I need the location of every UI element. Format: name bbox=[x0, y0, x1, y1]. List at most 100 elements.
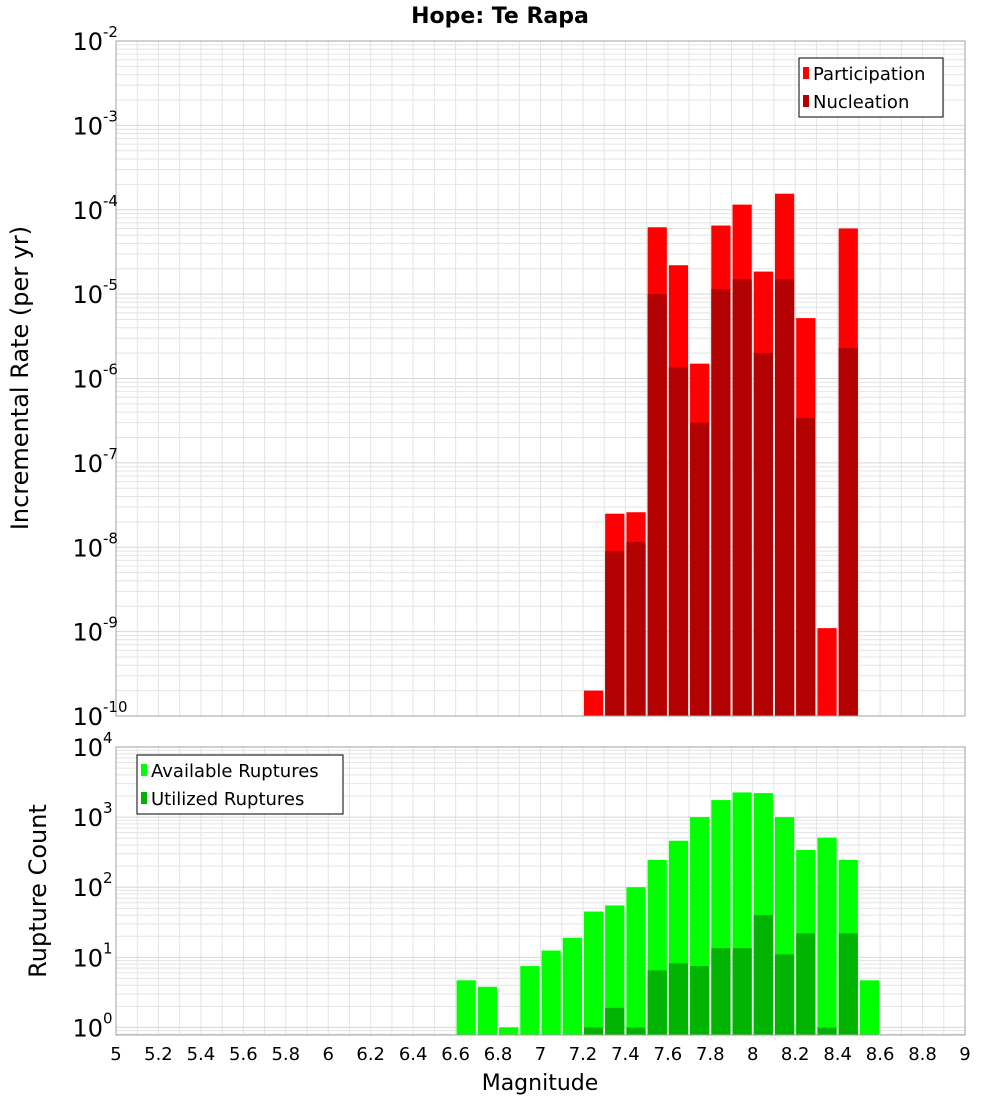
top-gridlines bbox=[115, 40, 966, 717]
available-rupture-bar bbox=[541, 950, 561, 1035]
x-tick-label: 5.8 bbox=[271, 1044, 300, 1065]
x-tick-label: 6.8 bbox=[484, 1044, 513, 1065]
x-tick-label: 5.6 bbox=[229, 1044, 258, 1065]
utilized-rupture-bar bbox=[583, 1027, 604, 1035]
y-tick-exponent: -2 bbox=[103, 23, 118, 41]
x-tick-label: 7 bbox=[535, 1044, 546, 1065]
y-tick-label: 10 bbox=[72, 450, 103, 478]
x-tick-label: 5 bbox=[110, 1044, 121, 1065]
x-tick-label: 5.4 bbox=[187, 1044, 216, 1065]
participation-legend-label: Participation bbox=[813, 64, 925, 85]
top-plot-frame bbox=[115, 40, 966, 717]
utilized-rupture-bar bbox=[753, 915, 773, 1035]
nucleation-bar bbox=[774, 279, 795, 716]
utilized-legend-swatch bbox=[141, 792, 147, 804]
nucleation-bar bbox=[605, 551, 625, 716]
x-tick-labels: 5 5.2 5.4 5.6 5.8 6 6.2 6.4 6.6 6.8 7 7.2 7.4 7.6 7.8 8… bbox=[110, 1044, 970, 1065]
x-tick-label: 8.4 bbox=[823, 1044, 852, 1065]
y-tick-exponent: -10 bbox=[103, 698, 128, 716]
utilized-legend-label: Utilized Ruptures bbox=[151, 789, 304, 810]
top-y-axis-label: Incremental Rate (per yr) bbox=[6, 226, 34, 530]
available-rupture-bar bbox=[562, 937, 582, 1035]
y-tick-exponent: -7 bbox=[103, 445, 118, 463]
x-tick-label: 6.4 bbox=[399, 1044, 428, 1065]
y-tick-label: 10 bbox=[72, 281, 103, 309]
y-tick-label: 10 bbox=[72, 734, 103, 762]
top-bars bbox=[583, 193, 858, 717]
utilized-rupture-bar bbox=[690, 966, 710, 1035]
y-tick-label: 10 bbox=[72, 703, 103, 731]
y-tick-label: 10 bbox=[72, 28, 103, 56]
utilized-rupture-bar bbox=[774, 954, 795, 1035]
x-tick-label: 5.2 bbox=[144, 1044, 173, 1065]
available-rupture-bar bbox=[477, 986, 498, 1035]
y-tick-exponent: 1 bbox=[103, 939, 113, 957]
available-legend-label: Available Ruptures bbox=[151, 761, 319, 782]
x-tick-label: 7.2 bbox=[569, 1044, 598, 1065]
bottom-bars bbox=[456, 792, 880, 1035]
y-tick-exponent: -9 bbox=[103, 614, 118, 632]
utilized-rupture-bar bbox=[817, 1027, 837, 1035]
participation-legend-swatch bbox=[803, 67, 809, 79]
participation-bar bbox=[583, 690, 604, 716]
nucleation-bar bbox=[711, 289, 731, 716]
utilized-rupture-bar bbox=[626, 1027, 646, 1035]
x-tick-label: 9 bbox=[959, 1044, 970, 1065]
bottom-legend: Available Ruptures Utilized Ruptures bbox=[136, 754, 344, 815]
nucleation-bar bbox=[796, 418, 816, 716]
x-tick-label: 6.6 bbox=[441, 1044, 470, 1065]
available-legend-swatch bbox=[141, 764, 147, 776]
available-rupture-bar bbox=[583, 911, 604, 1035]
y-tick-label: 10 bbox=[72, 1014, 103, 1042]
utilized-rupture-bar bbox=[647, 970, 667, 1035]
available-rupture-bar bbox=[520, 966, 540, 1035]
participation-bar bbox=[817, 628, 837, 716]
available-rupture-bar bbox=[456, 980, 476, 1035]
nucleation-legend-swatch bbox=[803, 95, 809, 107]
y-tick-label: 10 bbox=[72, 874, 103, 902]
y-tick-label: 10 bbox=[72, 366, 103, 394]
y-tick-exponent: 2 bbox=[103, 869, 113, 887]
y-tick-label: 10 bbox=[72, 112, 103, 140]
nucleation-bar bbox=[626, 542, 646, 716]
x-tick-label: 6 bbox=[323, 1044, 334, 1065]
y-tick-label: 10 bbox=[72, 944, 103, 972]
y-tick-exponent: 4 bbox=[103, 729, 113, 747]
chart-title: Hope: Te Rapa bbox=[411, 4, 589, 29]
bottom-y-axis-label: Rupture Count bbox=[24, 804, 52, 978]
y-tick-label: 10 bbox=[72, 534, 103, 562]
bottom-legend-box bbox=[136, 754, 344, 815]
x-axis-label: Magnitude bbox=[482, 1071, 599, 1096]
nucleation-legend-label: Nucleation bbox=[813, 92, 909, 113]
top-legend: Participation Nucleation bbox=[798, 57, 944, 118]
available-rupture-bar bbox=[817, 837, 837, 1035]
nucleation-bar bbox=[647, 294, 667, 716]
x-tick-label: 7.8 bbox=[696, 1044, 725, 1065]
utilized-rupture-bar bbox=[668, 963, 689, 1035]
y-tick-label: 10 bbox=[72, 804, 103, 832]
utilized-rupture-bar bbox=[796, 933, 816, 1035]
x-tick-label: 8.2 bbox=[781, 1044, 810, 1065]
x-tick-label: 6.2 bbox=[356, 1044, 385, 1065]
x-tick-label: 7.6 bbox=[654, 1044, 683, 1065]
y-tick-exponent: -4 bbox=[103, 192, 118, 210]
available-rupture-bar bbox=[859, 980, 880, 1035]
x-tick-label: 8 bbox=[747, 1044, 758, 1065]
x-tick-label: 7.4 bbox=[611, 1044, 640, 1065]
y-tick-label: 10 bbox=[72, 619, 103, 647]
nucleation-bar bbox=[753, 353, 773, 716]
y-tick-exponent: 0 bbox=[103, 1009, 113, 1027]
utilized-rupture-bar bbox=[711, 948, 731, 1035]
nucleation-bar bbox=[838, 347, 858, 716]
y-tick-exponent: -6 bbox=[103, 361, 118, 379]
nucleation-bar bbox=[732, 279, 752, 716]
available-rupture-bar bbox=[499, 1027, 519, 1035]
nucleation-bar bbox=[690, 422, 710, 716]
utilized-rupture-bar bbox=[605, 1007, 625, 1035]
x-tick-label: 8.8 bbox=[908, 1044, 937, 1065]
